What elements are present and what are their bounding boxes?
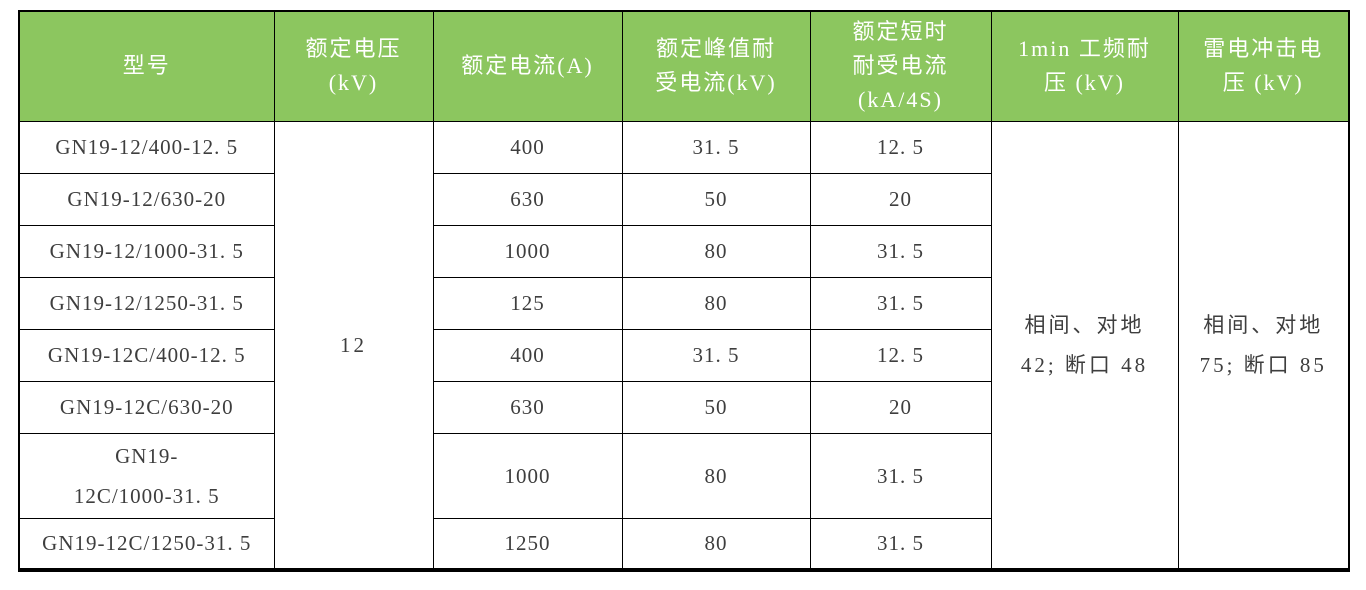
table-row: GN19-12/1000-31. 5 1000 80 31. 5 [18,224,1349,278]
cell-model: GN19-12/400-12. 5 [18,120,275,174]
merged-cell-rated-voltage: 12 [273,120,434,571]
header-peak-withstand-current: 额定峰值耐 受电流(kV) [621,10,811,122]
cell-short-time: 31. 5 [809,276,992,330]
merged-cell-power-frequency-withstand: 相间、对地 42; 断口 48 [990,120,1179,571]
cell-current: 400 [432,120,623,174]
cell-short-time: 20 [809,172,992,226]
cell-current: 630 [432,172,623,226]
specs-table: 型号 额定电压 (kV) 额定电流(A) 额定峰值耐 受电流(kV) 额定短时 … [18,10,1350,572]
header-lightning-impulse-voltage: 雷电冲击电 压 (kV) [1177,10,1350,122]
merged-cell-lightning-impulse: 相间、对地 75; 断口 85 [1177,120,1350,571]
header-rated-current: 额定电流(A) [432,10,623,122]
cell-current: 1000 [432,224,623,278]
table-row: GN19-12C/1250-31. 5 1250 80 31. 5 [18,517,1349,571]
header-model: 型号 [18,10,275,122]
cell-model: GN19-12/1250-31. 5 [18,276,275,330]
cell-peak: 80 [621,224,811,278]
cell-model: GN19-12C/1250-31. 5 [18,517,275,571]
cell-model: GN19- 12C/1000-31. 5 [18,432,275,519]
cell-short-time: 31. 5 [809,517,992,571]
header-power-frequency-withstand-voltage: 1min 工频耐 压 (kV) [990,10,1179,122]
cell-peak: 80 [621,432,811,519]
cell-peak: 31. 5 [621,328,811,382]
table-row: GN19-12/400-12. 5 12 400 31. 5 12. 5 相间、… [18,120,1350,571]
cell-peak: 80 [621,276,811,330]
table-row: GN19- 12C/1000-31. 5 1000 80 31. 5 [18,432,1349,519]
cell-current: 1250 [432,517,623,571]
cell-model: GN19-12C/400-12. 5 [18,328,275,382]
cell-peak: 80 [621,517,811,571]
cell-current: 125 [432,276,623,330]
table-row: GN19-12/1250-31. 5 125 80 31. 5 [18,276,1349,330]
cell-current: 630 [432,380,623,434]
table-row: GN19-12C/630-20 630 50 20 [18,380,1349,434]
cell-current: 1000 [432,432,623,519]
table-row: GN19-12/630-20 630 50 20 [18,172,1349,226]
cell-peak: 50 [621,172,811,226]
cell-short-time: 31. 5 [809,432,992,519]
cell-current: 400 [432,328,623,382]
cell-peak: 50 [621,380,811,434]
header-short-time-withstand-current: 额定短时 耐受电流 (kA/4S) [809,10,992,122]
cell-model: GN19-12C/630-20 [18,380,275,434]
cell-short-time: 12. 5 [809,120,992,174]
table-row: GN19-12C/400-12. 5 400 31. 5 12. 5 [18,328,1349,382]
page: 型号 额定电压 (kV) 额定电流(A) 额定峰值耐 受电流(kV) 额定短时 … [18,10,1350,572]
table-header-row: 型号 额定电压 (kV) 额定电流(A) 额定峰值耐 受电流(kV) 额定短时 … [18,10,1350,122]
cell-model: GN19-12/630-20 [18,172,275,226]
header-rated-voltage: 额定电压 (kV) [273,10,434,122]
cell-short-time: 12. 5 [809,328,992,382]
cell-short-time: 20 [809,380,992,434]
cell-peak: 31. 5 [621,120,811,174]
cell-model: GN19-12/1000-31. 5 [18,224,275,278]
cell-short-time: 31. 5 [809,224,992,278]
